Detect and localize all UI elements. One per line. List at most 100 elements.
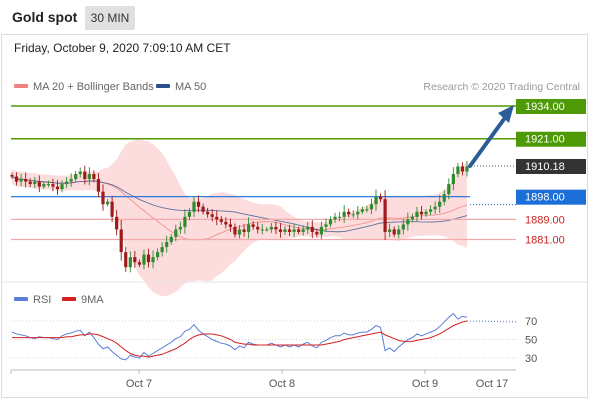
- level-label: 1881.00: [525, 235, 565, 247]
- interval-button[interactable]: 30 MIN: [85, 6, 135, 30]
- candle: [196, 195, 201, 213]
- candle: [78, 167, 82, 178]
- candle: [260, 224, 264, 235]
- candle: [265, 227, 269, 232]
- candle: [315, 228, 319, 238]
- candle: [438, 194, 442, 213]
- candle: [101, 184, 105, 211]
- ma50-legend-swatch: [156, 84, 170, 88]
- ma20-legend-swatch: [14, 84, 28, 88]
- candle: [378, 193, 383, 203]
- candle: [119, 219, 123, 261]
- candle: [206, 207, 210, 218]
- candle: [365, 205, 369, 213]
- candle: [319, 221, 323, 240]
- candle: [55, 180, 60, 195]
- level-3: 1898.00: [11, 189, 586, 206]
- candle: [465, 160, 469, 177]
- candle: [115, 210, 119, 236]
- candle: [338, 212, 342, 222]
- candle: [219, 216, 223, 225]
- candle: [301, 225, 305, 236]
- candle: [274, 221, 278, 235]
- candle: [24, 172, 28, 188]
- candle: [256, 222, 260, 234]
- rsi-lines: [11, 312, 517, 361]
- level-label: 1898.00: [525, 192, 565, 204]
- candle: [69, 173, 73, 187]
- candle: [456, 163, 460, 178]
- candle: [210, 209, 214, 222]
- level-label: 1889.00: [525, 214, 565, 226]
- candle: [215, 210, 219, 226]
- forecast-arrow: [468, 105, 514, 168]
- arrow-head: [498, 105, 514, 123]
- x-tick-label: Oct 17: [476, 378, 508, 390]
- x-tick-label: Oct 8: [269, 378, 295, 390]
- rsi-line: [11, 312, 468, 361]
- price-levels: 1934.00 1921.00 1910.18 1898.00 1889.00 1881.…: [11, 99, 586, 247]
- candle: [424, 209, 428, 217]
- candle: [347, 208, 351, 218]
- rsi-tick-label: 50: [525, 335, 537, 347]
- rsi-projection: [466, 320, 517, 323]
- ma9-legend-label: 9MA: [81, 294, 104, 306]
- candle: [374, 189, 378, 211]
- candle: [433, 201, 437, 214]
- rsi-tick-label: 70: [525, 316, 537, 328]
- candle: [360, 206, 364, 215]
- candles: [10, 160, 469, 273]
- candle: [201, 203, 205, 215]
- rsi-legend-label: RSI: [33, 294, 51, 306]
- candle: [451, 167, 455, 191]
- candle: [65, 177, 69, 189]
- candle: [105, 199, 110, 207]
- level-box: [516, 131, 586, 147]
- ma9-line: [12, 320, 468, 358]
- candle: [287, 224, 292, 237]
- candle: [383, 190, 387, 241]
- candle: [169, 233, 173, 245]
- candle: [96, 173, 101, 198]
- candle: [37, 175, 41, 193]
- level-2: 1910.18: [468, 158, 586, 174]
- candle: [51, 178, 55, 192]
- candle: [328, 216, 333, 228]
- level-box: [516, 99, 586, 114]
- candle: [278, 223, 283, 238]
- ma50-legend-label: MA 50: [175, 81, 206, 93]
- candle: [388, 223, 392, 238]
- candle: [124, 246, 128, 272]
- candle: [60, 180, 64, 193]
- level-box: [516, 189, 586, 205]
- arrow-shaft: [468, 113, 509, 168]
- candle: [133, 250, 137, 268]
- candle: [283, 226, 287, 235]
- candle: [251, 221, 255, 230]
- rsi-tick-label: 30: [525, 353, 537, 365]
- level-5: 1881.00: [11, 235, 565, 247]
- candle: [146, 248, 151, 268]
- candle: [342, 204, 346, 223]
- candle: [297, 226, 301, 235]
- x-tick-label: Oct 7: [126, 378, 152, 390]
- candle: [415, 206, 419, 222]
- candle: [28, 178, 32, 188]
- level-0: 1934.00: [11, 99, 586, 114]
- candle: [324, 218, 328, 233]
- candle: [46, 180, 50, 188]
- candle: [419, 205, 424, 220]
- candle: [237, 225, 242, 239]
- candle: [242, 224, 246, 237]
- candle: [410, 213, 414, 223]
- header-title: Gold spot: [12, 9, 78, 25]
- candle: [224, 217, 228, 229]
- level-label: 1910.18: [525, 161, 565, 173]
- level-4: 1889.00: [11, 214, 565, 226]
- candle: [156, 248, 160, 261]
- candle: [333, 212, 337, 223]
- bollinger-band-fill: [12, 139, 467, 297]
- candle: [33, 177, 37, 189]
- candle: [233, 223, 237, 238]
- level-1: 1921.00: [11, 131, 586, 147]
